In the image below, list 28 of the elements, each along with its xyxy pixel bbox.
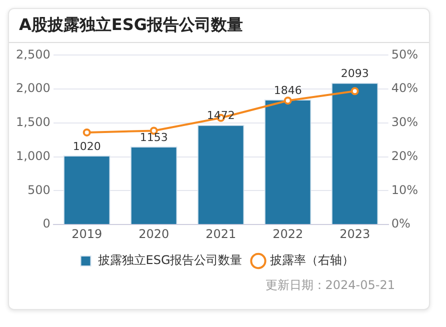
point — [350, 87, 359, 96]
legend-label: 披露率（右轴） — [270, 253, 354, 268]
y-tick-label: 2,500 — [16, 47, 50, 62]
legend-label: 披露独立ESG报告公司数量 — [98, 253, 242, 268]
y2-tick-label: 10% — [391, 182, 418, 197]
y2-tick-label: 30% — [391, 115, 418, 130]
point — [82, 128, 91, 136]
point — [284, 96, 292, 105]
y-tick-label: 2,000 — [16, 81, 50, 96]
y2-tick-label: 20% — [391, 148, 418, 163]
chart-title: A股披露独立ESG报告公司数量 — [9, 9, 429, 43]
y-tick-label: 1,500 — [16, 115, 50, 130]
x-tick-label: 2020 — [138, 226, 170, 241]
data-label: 1020 — [72, 140, 101, 153]
y2-tick-label: 0% — [391, 216, 410, 231]
y2-tick-label: 50% — [391, 47, 418, 62]
data-label: 1846 — [274, 84, 302, 97]
x-tick-label: 2021 — [206, 226, 236, 241]
y-tick-label: 0 — [42, 216, 50, 231]
x-tick-label: 2023 — [340, 226, 370, 241]
y2-tick-label: 40% — [391, 81, 418, 96]
data-label: 2093 — [340, 67, 369, 80]
x-tick-label: 2019 — [72, 226, 102, 241]
x-tick-label: 2022 — [272, 226, 304, 241]
y-tick-label: 500 — [27, 182, 50, 197]
text: 更新日期：2024-05-21 — [264, 277, 396, 294]
data-label: 1153 — [140, 130, 168, 144]
y-tick-label: 1,000 — [16, 148, 50, 163]
